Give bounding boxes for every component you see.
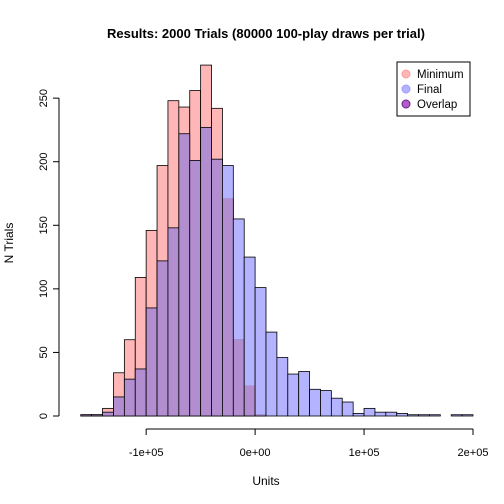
axes-layer: 0 50 100 150 200 250 -1e+05 0e+00 1e+05 2e+05 xyxy=(38,89,488,459)
bar-overlap-3 xyxy=(113,396,125,416)
y-axis-label: N Trials xyxy=(2,223,16,264)
x-tick-label-2: 1e+05 xyxy=(349,447,380,459)
y-tick-label-3: 150 xyxy=(38,216,50,234)
legend-marker-overlap xyxy=(401,99,411,109)
bar-final-23 xyxy=(331,398,343,416)
bar-overlap-4 xyxy=(124,379,136,416)
legend-label-minimum: Minimum xyxy=(417,69,464,81)
bar-final-22 xyxy=(320,390,332,416)
bar-overlap-6 xyxy=(146,307,158,416)
bar-overlap-5 xyxy=(135,368,147,416)
bar-final-outline-24 xyxy=(341,401,354,417)
bar-final-21 xyxy=(309,389,321,416)
x-tick-label-0: -1e+05 xyxy=(129,447,164,459)
bar-overlap-15 xyxy=(244,385,256,416)
bar-final-19 xyxy=(287,374,299,416)
bar-overlap-13 xyxy=(222,198,234,416)
legend-marker-minimum xyxy=(401,69,411,79)
bars-layer xyxy=(80,64,474,417)
bar-final-14 xyxy=(233,218,245,340)
bar-overlap-10 xyxy=(189,160,201,416)
bar-final-15 xyxy=(244,257,256,386)
y-tick-label-2: 100 xyxy=(38,280,50,298)
legend-label-overlap: Overlap xyxy=(417,99,457,111)
bar-final-20 xyxy=(298,371,310,416)
bar-final-outline-35 xyxy=(461,414,474,417)
y-tick-label-5: 250 xyxy=(38,89,50,107)
bar-overlap-2 xyxy=(102,412,114,416)
bar-overlap-8 xyxy=(167,227,179,416)
legend: Minimum Final Overlap xyxy=(396,61,471,117)
bar-final-25 xyxy=(353,413,365,416)
bar-final-13 xyxy=(222,165,234,199)
bar-final-17 xyxy=(266,332,277,416)
y-tick-label-0: 0 xyxy=(38,413,50,419)
bar-overlap-12 xyxy=(211,159,223,416)
bar-overlap-7 xyxy=(157,260,168,416)
bar-final-18 xyxy=(276,357,288,416)
bar-final-26 xyxy=(364,408,375,416)
legend-marker-final xyxy=(401,84,411,94)
bar-overlap-16 xyxy=(255,414,266,416)
bar-final-35 xyxy=(462,414,473,416)
legend-label-final: Final xyxy=(417,84,442,96)
bar-overlap-0 xyxy=(80,414,92,416)
bar-overlap-14 xyxy=(233,339,245,416)
bar-final-29 xyxy=(396,413,408,416)
bar-final-28 xyxy=(385,412,397,416)
bar-final-outline-32 xyxy=(429,414,441,417)
bar-final-27 xyxy=(374,412,386,416)
bar-final-32 xyxy=(429,414,441,416)
bar-final-30 xyxy=(407,414,419,416)
x-axis-label: Units xyxy=(252,474,279,488)
bar-final-34 xyxy=(451,414,463,416)
x-tick-label-3: 2e+05 xyxy=(458,447,489,459)
bar-final-24 xyxy=(342,402,354,416)
bar-final-31 xyxy=(418,414,430,416)
bar-overlap-1 xyxy=(91,414,103,416)
bar-final-16 xyxy=(255,287,266,415)
chart-title: Results: 2000 Trials (80000 100-play dra… xyxy=(107,26,425,41)
y-tick-label-4: 200 xyxy=(38,153,50,171)
x-tick-label-1: 0e+00 xyxy=(240,447,271,459)
y-tick-label-1: 50 xyxy=(38,346,50,358)
bar-overlap-11 xyxy=(200,127,212,416)
bar-overlap-9 xyxy=(178,133,190,416)
